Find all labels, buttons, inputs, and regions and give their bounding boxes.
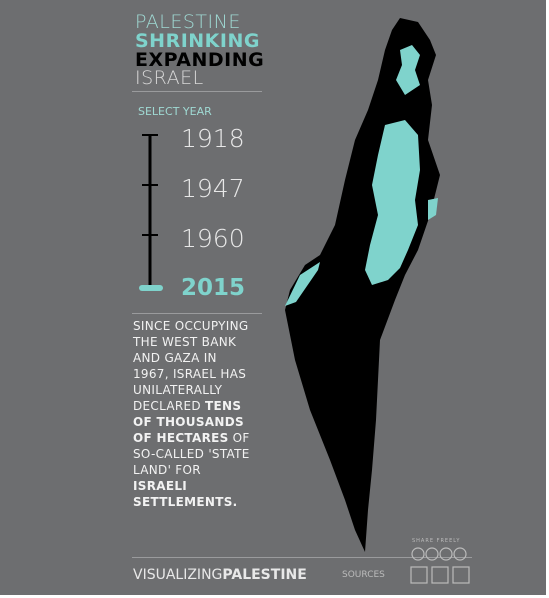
year-option[interactable]: 1918 [181, 124, 245, 153]
select-year-label: SELECT YEAR [138, 105, 212, 118]
text: OF SO-CALLED 'STATE LAND' FOR [133, 431, 250, 477]
description: SINCE OCCUPYING THE WEST BANK AND GAZA I… [133, 318, 255, 510]
separator [132, 313, 262, 314]
brand[interactable]: VISUALIZINGPALESTINE [133, 567, 307, 583]
map [285, 18, 440, 552]
share-icons [410, 547, 470, 584]
year-option[interactable]: 1947 [181, 174, 245, 203]
separator [132, 91, 262, 92]
share-label: SHARE FREELY [412, 538, 461, 544]
brand-light: VISUALIZING [133, 567, 223, 583]
year-option-selected[interactable]: 2015 [181, 275, 246, 301]
share-icon[interactable] [452, 566, 470, 584]
brand-bold: PALESTINE [222, 567, 307, 583]
text-bold: TENS OF THOUSANDS OF HECTARES [133, 399, 244, 445]
separator [132, 557, 472, 558]
title-line: PALESTINE [135, 11, 241, 33]
text-bold: ISRAELI SETTLEMENTS. [133, 479, 238, 509]
sources-link[interactable]: SOURCES [342, 570, 385, 580]
title-line: SHRINKING [135, 30, 260, 52]
twitter-icon[interactable] [431, 566, 449, 584]
facebook-icon[interactable] [410, 566, 428, 584]
year-option[interactable]: 1960 [181, 224, 245, 253]
title-line: ISRAEL [135, 67, 204, 89]
text: SINCE OCCUPYING THE WEST BANK AND GAZA I… [133, 319, 249, 413]
timeline [139, 134, 163, 291]
title-line: EXPANDING [135, 49, 265, 71]
